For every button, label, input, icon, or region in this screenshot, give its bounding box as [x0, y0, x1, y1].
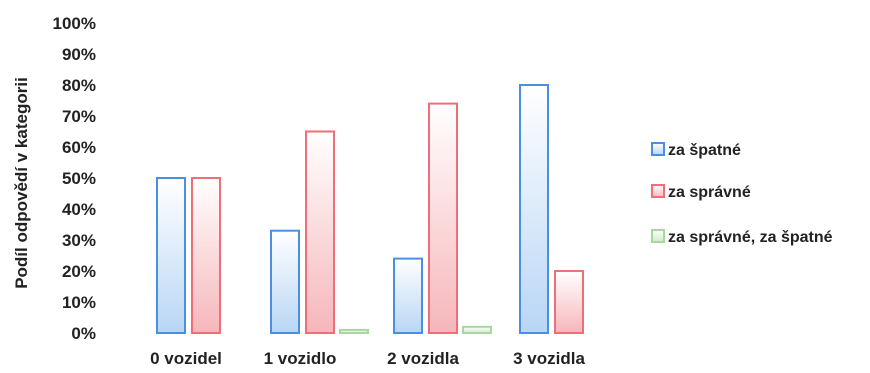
y-tick-label: 30%: [62, 231, 96, 250]
legend-label: za správné: [668, 184, 751, 201]
bar: [191, 177, 221, 334]
legend-swatch: [651, 229, 665, 243]
y-tick-label: 100%: [53, 14, 96, 33]
y-axis-ticks: 0% 10% 20% 30% 40% 50% 60% 70% 80% 90% 100%: [53, 14, 96, 343]
y-tick-label: 20%: [62, 262, 96, 281]
x-axis-categories: 0 vozidel 1 vozidlo 2 vozidla 3 vozidla: [150, 349, 585, 368]
legend-swatch: [651, 142, 665, 156]
y-tick-label: 40%: [62, 200, 96, 219]
legend: za špatné za správné za správné, za špatné: [651, 142, 833, 246]
x-category-label: 0 vozidel: [150, 349, 222, 368]
bar: [156, 177, 186, 334]
y-tick-label: 90%: [62, 45, 96, 64]
bar: [339, 328, 369, 334]
y-tick-label: 10%: [62, 293, 96, 312]
bar: [428, 102, 458, 334]
y-tick-label: 60%: [62, 138, 96, 157]
bar: [554, 270, 584, 334]
y-tick-label: 80%: [62, 76, 96, 95]
y-tick-label: 50%: [62, 169, 96, 188]
x-category-label: 2 vozidla: [387, 349, 459, 368]
legend-label: za správné, za špatné: [668, 229, 833, 246]
x-category-label: 1 vozidlo: [264, 349, 337, 368]
y-axis-label: Podíl odpovědí v kategorii: [12, 77, 31, 289]
y-tick-label: 70%: [62, 107, 96, 126]
x-category-label: 3 vozidla: [513, 349, 585, 368]
bar: [393, 257, 423, 335]
legend-label: za špatné: [668, 142, 741, 159]
bar: [519, 84, 549, 334]
legend-swatch: [651, 184, 665, 198]
bar: [305, 130, 335, 334]
bars: [156, 84, 584, 335]
y-tick-label: 0%: [71, 324, 96, 343]
bar: [270, 229, 300, 334]
bar: [462, 325, 492, 334]
